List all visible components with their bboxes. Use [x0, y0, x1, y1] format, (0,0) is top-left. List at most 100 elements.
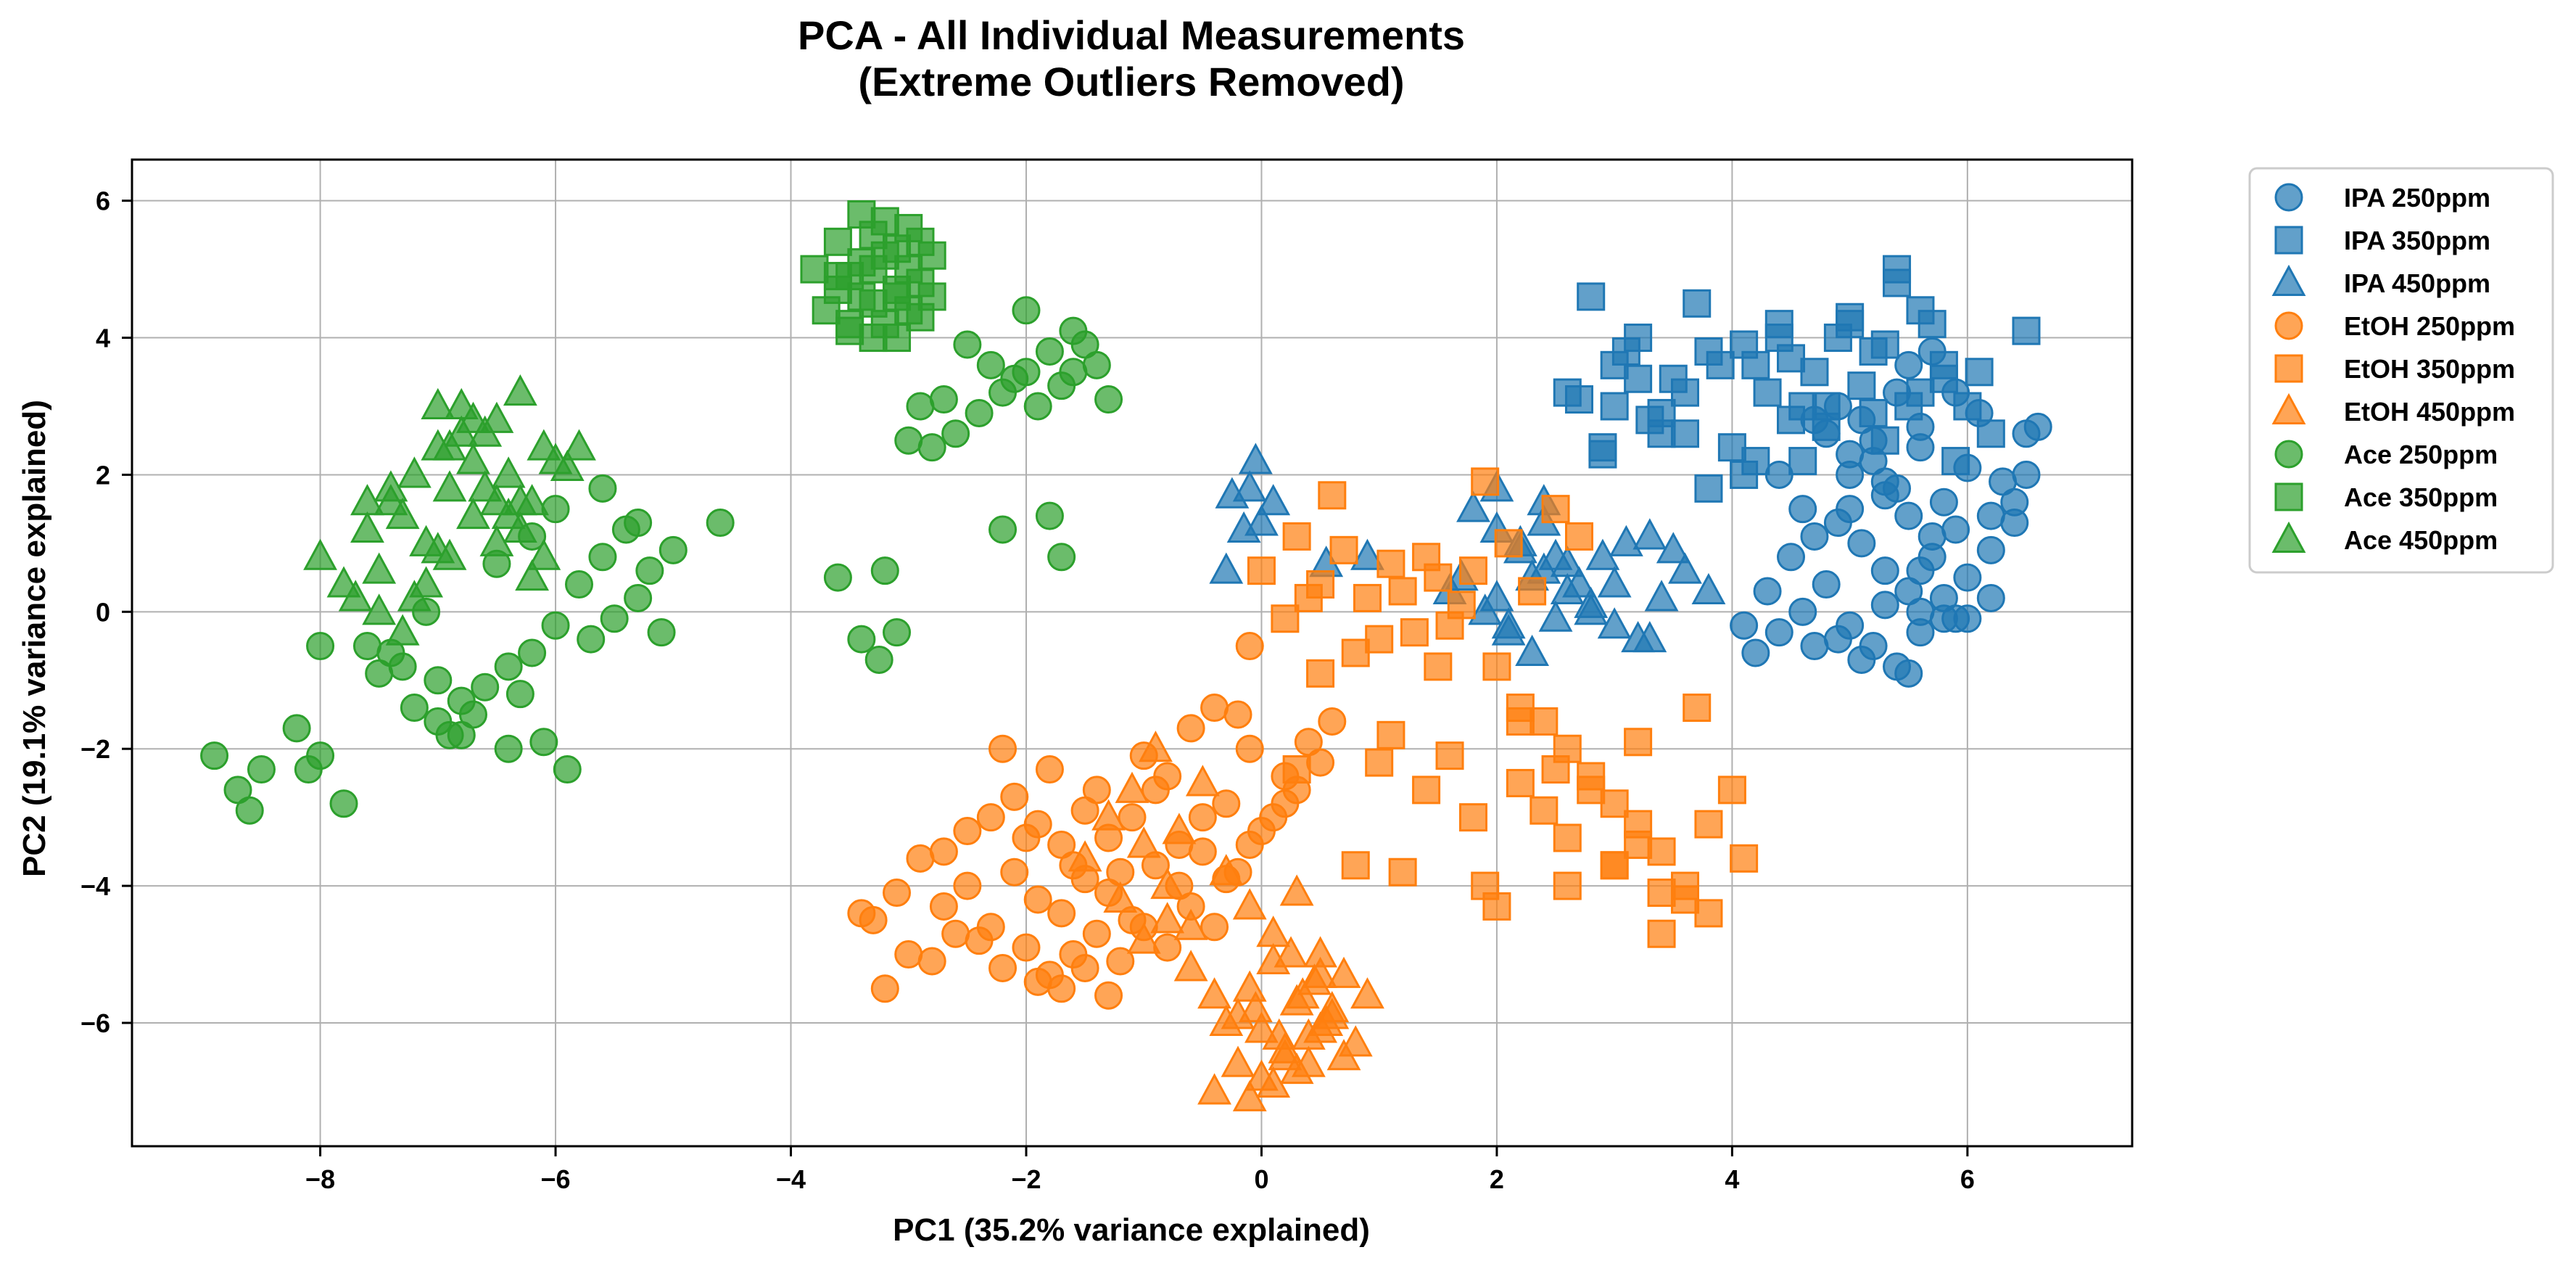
data-point — [1600, 392, 1629, 421]
legend-marker — [2271, 392, 2306, 424]
x-axis-label: PC1 (35.2% variance explained) — [893, 1212, 1370, 1248]
data-point — [1644, 580, 1679, 612]
data-point — [447, 720, 476, 749]
data-point — [1574, 593, 1609, 625]
data-point — [1350, 977, 1384, 1009]
legend-label: EtOH 450ppm — [2344, 397, 2515, 427]
data-point — [1800, 358, 1829, 387]
data-point — [1118, 803, 1147, 832]
data-point — [1870, 591, 1899, 620]
data-point — [1353, 583, 1382, 612]
data-point — [1929, 488, 1958, 517]
data-point — [1212, 789, 1241, 818]
data-point — [1094, 981, 1123, 1010]
data-point — [1273, 936, 1308, 968]
legend-marker — [2274, 354, 2303, 383]
data-point — [1458, 803, 1487, 832]
data-point — [1388, 577, 1417, 606]
data-point — [1518, 577, 1547, 606]
data-point — [1226, 511, 1261, 543]
series-etoh-450ppm — [1068, 731, 1384, 1111]
data-point — [1244, 1011, 1279, 1043]
data-point — [859, 221, 888, 250]
data-point — [2023, 412, 2052, 441]
data-point — [1859, 398, 1888, 427]
data-point — [2012, 460, 2041, 489]
x-tick-label: −6 — [541, 1164, 571, 1194]
data-point — [1941, 604, 1970, 633]
data-point — [503, 374, 537, 406]
data-point — [1764, 460, 1793, 489]
data-point — [1197, 1073, 1231, 1105]
data-point — [1318, 707, 1347, 736]
data-point — [1694, 337, 1723, 366]
data-point — [1870, 467, 1899, 496]
data-point — [471, 672, 500, 702]
data-point — [1600, 789, 1629, 818]
data-point — [1624, 830, 1653, 859]
data-point — [1588, 440, 1617, 469]
data-point — [1023, 967, 1052, 996]
data-point — [491, 456, 526, 488]
data-point — [1153, 762, 1182, 791]
data-point — [1671, 419, 1700, 448]
data-point — [1870, 556, 1899, 585]
legend-marker — [2274, 226, 2303, 255]
data-point — [527, 429, 561, 461]
data-point — [1741, 447, 1770, 476]
y-tick-label: 4 — [96, 324, 110, 353]
data-point — [235, 796, 264, 825]
data-point — [647, 618, 676, 647]
data-point — [1788, 597, 1817, 626]
data-point — [624, 509, 653, 538]
data-point — [1659, 364, 1688, 393]
data-point — [1012, 296, 1041, 325]
data-point — [1223, 700, 1252, 729]
data-point — [1435, 741, 1464, 770]
data-point — [953, 817, 982, 846]
legend-label: IPA 450ppm — [2344, 268, 2490, 298]
data-point — [1365, 748, 1394, 777]
data-point — [1562, 566, 1596, 598]
x-tick-label: −2 — [1011, 1164, 1041, 1194]
data-point — [883, 618, 912, 647]
data-point — [1247, 817, 1276, 846]
data-point — [505, 680, 534, 709]
legend: IPA 250ppm IPA 350ppm IPA 450ppm EtOH 250pp… — [2248, 167, 2554, 574]
data-point — [1059, 358, 1088, 387]
data-point — [1541, 495, 1570, 524]
data-point — [1577, 282, 1606, 311]
data-point — [1070, 330, 1099, 359]
data-point — [1541, 755, 1570, 784]
data-point — [1150, 867, 1185, 900]
legend-marker — [2271, 521, 2306, 553]
data-point — [1173, 908, 1208, 940]
data-point — [1456, 490, 1490, 522]
data-point — [1376, 720, 1405, 749]
data-point — [1271, 789, 1300, 818]
data-point — [1294, 728, 1323, 757]
data-point — [1836, 495, 1865, 524]
data-point — [1341, 638, 1370, 667]
data-point — [1683, 694, 1712, 723]
data-point — [883, 282, 912, 311]
data-point — [847, 899, 876, 928]
data-point — [1800, 522, 1829, 551]
data-point — [1577, 776, 1606, 805]
y-tick-label: −4 — [80, 871, 110, 901]
data-point — [847, 625, 876, 654]
data-point — [1491, 607, 1526, 639]
data-point — [1553, 871, 1582, 900]
data-point — [835, 316, 864, 345]
data-point — [917, 433, 946, 462]
data-point — [1341, 851, 1370, 880]
data-point — [362, 593, 397, 625]
data-point — [479, 525, 514, 556]
data-point — [906, 844, 935, 873]
legend-label: IPA 250ppm — [2344, 183, 2490, 213]
data-point — [965, 926, 994, 955]
data-point — [577, 625, 606, 654]
data-point — [976, 803, 1005, 832]
data-point — [515, 559, 550, 591]
data-point — [1115, 771, 1149, 803]
